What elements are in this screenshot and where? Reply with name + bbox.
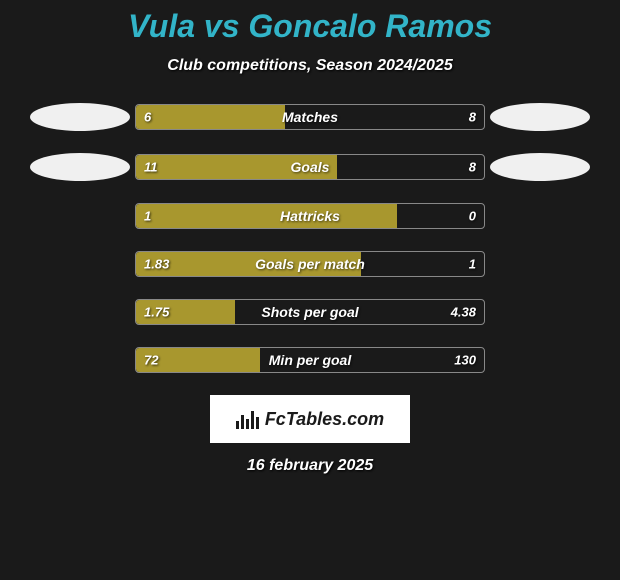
stat-bar: 72 Min per goal 130 [135, 347, 485, 373]
stat-bar-fill [136, 105, 285, 129]
stat-left-value: 1.75 [144, 305, 169, 320]
player1-placeholder [30, 153, 130, 181]
stat-row: 6 Matches 8 [0, 103, 620, 131]
stat-right-value: 8 [469, 160, 476, 175]
stat-left-value: 1 [144, 209, 151, 224]
date-text: 16 february 2025 [0, 457, 620, 475]
stat-bar: 6 Matches 8 [135, 104, 485, 130]
stat-label: Goals per match [255, 256, 365, 272]
stat-bar: 1.83 Goals per match 1 [135, 251, 485, 277]
player2-placeholder [490, 103, 590, 131]
player2-name: Goncalo Ramos [248, 8, 492, 44]
stat-bar: 1 Hattricks 0 [135, 203, 485, 229]
comparison-title: Vula vs Goncalo Ramos [0, 8, 620, 45]
subtitle: Club competitions, Season 2024/2025 [0, 57, 620, 75]
stat-right-value: 1 [469, 257, 476, 272]
player2-placeholder [490, 153, 590, 181]
stat-row: 11 Goals 8 [0, 153, 620, 181]
player1-placeholder [30, 103, 130, 131]
stat-label: Hattricks [280, 208, 340, 224]
stat-left-value: 1.83 [144, 257, 169, 272]
stat-bar: 11 Goals 8 [135, 154, 485, 180]
player1-name: Vula [128, 8, 195, 44]
stat-right-value: 8 [469, 110, 476, 125]
logo-box: FcTables.com [210, 395, 410, 443]
chart-icon [236, 409, 259, 429]
stats-region: 6 Matches 8 11 Goals 8 1 Hattricks 0 1.83 Goals pe… [0, 103, 620, 373]
stat-row: 72 Min per goal 130 [0, 347, 620, 373]
stat-label: Goals [291, 159, 330, 175]
stat-row: 1.83 Goals per match 1 [0, 251, 620, 277]
stat-bar: 1.75 Shots per goal 4.38 [135, 299, 485, 325]
vs-text: vs [204, 8, 240, 44]
stat-row: 1.75 Shots per goal 4.38 [0, 299, 620, 325]
stat-right-value: 0 [469, 209, 476, 224]
left-placeholder-wrap [25, 153, 135, 181]
right-placeholder-wrap [485, 153, 595, 181]
stat-right-value: 130 [454, 353, 476, 368]
right-placeholder-wrap [485, 103, 595, 131]
stat-label: Shots per goal [261, 304, 358, 320]
stat-label: Min per goal [269, 352, 351, 368]
stat-bar-fill [136, 204, 397, 228]
stat-left-value: 72 [144, 353, 158, 368]
stat-label: Matches [282, 109, 338, 125]
stat-left-value: 6 [144, 110, 151, 125]
stat-right-value: 4.38 [451, 305, 476, 320]
logo-text: FcTables.com [265, 409, 384, 430]
left-placeholder-wrap [25, 103, 135, 131]
stat-left-value: 11 [144, 160, 158, 175]
stat-row: 1 Hattricks 0 [0, 203, 620, 229]
